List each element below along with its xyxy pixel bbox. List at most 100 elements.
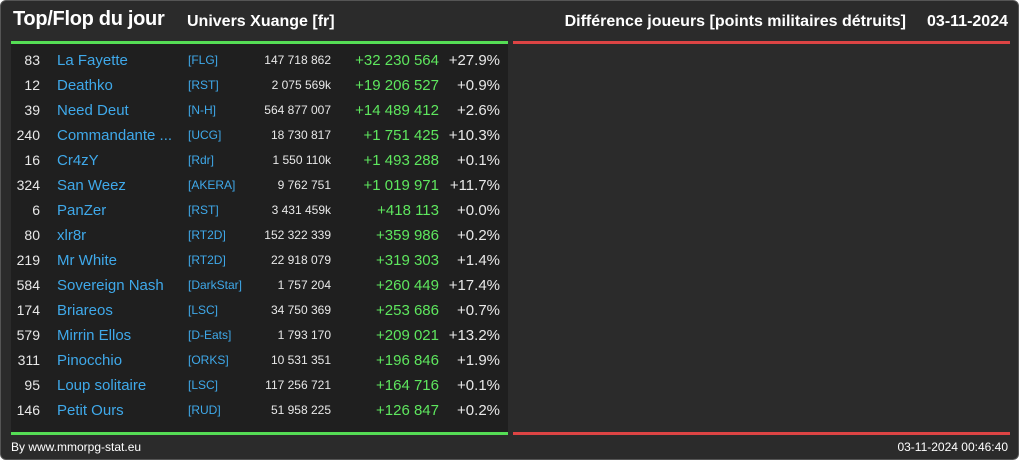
alliance-tag-link[interactable]: [Rdr] <box>188 153 215 167</box>
table-row: 80 xlr8r [RT2D] 152 322 339 +359 986 +0.2% <box>11 223 508 248</box>
percent-change: +27.9% <box>448 52 500 69</box>
alliance-tag-link[interactable]: [D-Eats] <box>188 328 232 342</box>
alliance-tag-link[interactable]: [FLG] <box>188 53 219 67</box>
flop-players-panel <box>513 44 1010 432</box>
table-row: 579 Mirrin Ellos [D-Eats] 1 793 170 +209 021… <box>11 323 508 348</box>
table-row: 219 Mr White [RT2D] 22 918 079 +319 303 +1.4% <box>11 248 508 273</box>
player-rank: 174 <box>16 302 40 318</box>
top-players-panel <box>11 44 508 432</box>
top-players-list: 83 La Fayette [FLG] 147 718 862 +32 230 564 +… <box>11 48 508 423</box>
points-difference: +196 846 <box>376 352 439 369</box>
player-rank: 579 <box>16 327 40 343</box>
percent-change: +1.9% <box>457 352 500 369</box>
player-points: 117 256 721 <box>265 378 331 392</box>
player-name-link[interactable]: xlr8r <box>57 227 87 244</box>
percent-change: +0.2% <box>457 402 500 419</box>
alliance-tag-link[interactable]: [DarkStar] <box>188 278 243 292</box>
alliance-tag-link[interactable]: [ORKS] <box>188 353 229 367</box>
player-name-link[interactable]: PanZer <box>57 202 107 219</box>
points-difference: +164 716 <box>376 377 439 394</box>
table-row: 95 Loup solitaire [LSC] 117 256 721 +164 716… <box>11 373 508 398</box>
widget-title: Top/Flop du jour <box>13 8 165 30</box>
generated-timestamp: 03-11-2024 00:46:40 <box>897 440 1008 454</box>
player-rank: 584 <box>16 277 40 293</box>
player-points: 34 750 369 <box>270 303 331 317</box>
player-name-link[interactable]: Deathko <box>57 77 113 94</box>
player-name-link[interactable]: Sovereign Nash <box>57 277 164 294</box>
alliance-tag-link[interactable]: [LSC] <box>188 378 219 392</box>
percent-change: +17.4% <box>448 277 500 294</box>
player-name-link[interactable]: San Weez <box>57 177 126 194</box>
site-credit: By www.mmorpg-stat.eu <box>11 440 142 454</box>
percent-change: +1.4% <box>457 252 500 269</box>
player-name-link[interactable]: Mirrin Ellos <box>57 327 132 344</box>
player-points: 22 918 079 <box>270 253 331 267</box>
player-name-link[interactable]: Cr4zY <box>57 152 99 169</box>
bottom-divider-red <box>513 432 1010 435</box>
alliance-tag-link[interactable]: [RST] <box>188 78 219 92</box>
player-points: 1 793 170 <box>277 328 331 342</box>
points-difference: +14 489 412 <box>355 102 439 119</box>
points-difference: +1 493 288 <box>363 152 440 169</box>
alliance-tag-link[interactable]: [UCG] <box>188 128 222 142</box>
player-rank: 12 <box>24 77 40 93</box>
table-row: 12 Deathko [RST] 2 075 569k +19 206 527 +0.9% <box>11 73 508 98</box>
bottom-divider-green <box>11 432 508 435</box>
universe-label: Univers Xuange [fr] <box>187 13 335 30</box>
player-rank: 16 <box>24 152 40 168</box>
player-rank: 83 <box>24 52 40 68</box>
points-difference: +253 686 <box>376 302 439 319</box>
alliance-tag-link[interactable]: [RT2D] <box>188 253 226 267</box>
table-row: 6 PanZer [RST] 3 431 459k +418 113 +0.0% <box>11 198 508 223</box>
date-label: 03-11-2024 <box>927 13 1008 30</box>
player-points: 1 757 204 <box>277 278 331 292</box>
table-row: 240 Commandante ... [UCG] 18 730 817 +1 751 … <box>11 123 508 148</box>
alliance-tag-link[interactable]: [RUD] <box>188 403 221 417</box>
points-difference: +19 206 527 <box>355 77 439 94</box>
player-rank: 240 <box>16 127 40 143</box>
alliance-tag-link[interactable]: [RST] <box>188 203 219 217</box>
points-difference: +32 230 564 <box>355 52 439 69</box>
player-points: 51 958 225 <box>270 403 331 417</box>
percent-change: +0.0% <box>457 202 500 219</box>
player-points: 564 877 007 <box>264 103 331 117</box>
table-row: 146 Petit Ours [RUD] 51 958 225 +126 847 +0.2… <box>11 398 508 423</box>
player-rank: 39 <box>24 102 40 118</box>
player-points: 2 075 569k <box>271 78 331 92</box>
alliance-tag-link[interactable]: [LSC] <box>188 303 219 317</box>
top-divider-green <box>11 41 508 44</box>
percent-change: +0.7% <box>457 302 500 319</box>
alliance-tag-link[interactable]: [AKERA] <box>188 178 236 192</box>
table-row: 324 San Weez [AKERA] 9 762 751 +1 019 971 +11… <box>11 173 508 198</box>
percent-change: +0.9% <box>457 77 500 94</box>
player-points: 10 531 351 <box>270 353 331 367</box>
player-name-link[interactable]: Need Deut <box>57 102 129 119</box>
percent-change: +10.3% <box>448 127 500 144</box>
percent-change: +13.2% <box>448 327 500 344</box>
points-difference: +319 303 <box>376 252 439 269</box>
player-rank: 6 <box>32 202 40 218</box>
player-rank: 219 <box>16 252 40 268</box>
player-name-link[interactable]: Mr White <box>57 252 117 269</box>
points-difference: +359 986 <box>376 227 439 244</box>
alliance-tag-link[interactable]: [RT2D] <box>188 228 226 242</box>
player-rank: 146 <box>16 402 40 418</box>
points-difference: +209 021 <box>376 327 439 344</box>
percent-change: +0.1% <box>457 377 500 394</box>
player-rank: 311 <box>17 352 40 368</box>
player-name-link[interactable]: Pinocchio <box>57 352 123 369</box>
alliance-tag-link[interactable]: [N-H] <box>188 103 216 117</box>
player-name-link[interactable]: Petit Ours <box>57 402 124 419</box>
player-rank: 80 <box>24 227 40 243</box>
player-name-link[interactable]: La Fayette <box>57 52 128 69</box>
metric-label: Différence joueurs [points militaires dé… <box>564 13 906 30</box>
points-difference: +418 113 <box>377 202 439 219</box>
player-name-link[interactable]: Commandante ... <box>57 127 173 144</box>
player-name-link[interactable]: Loup solitaire <box>57 377 147 394</box>
points-difference: +1 751 425 <box>363 127 440 144</box>
player-points: 9 762 751 <box>277 178 331 192</box>
player-name-link[interactable]: Briareos <box>57 302 113 319</box>
points-difference: +126 847 <box>376 402 439 419</box>
player-rank: 95 <box>24 377 40 393</box>
